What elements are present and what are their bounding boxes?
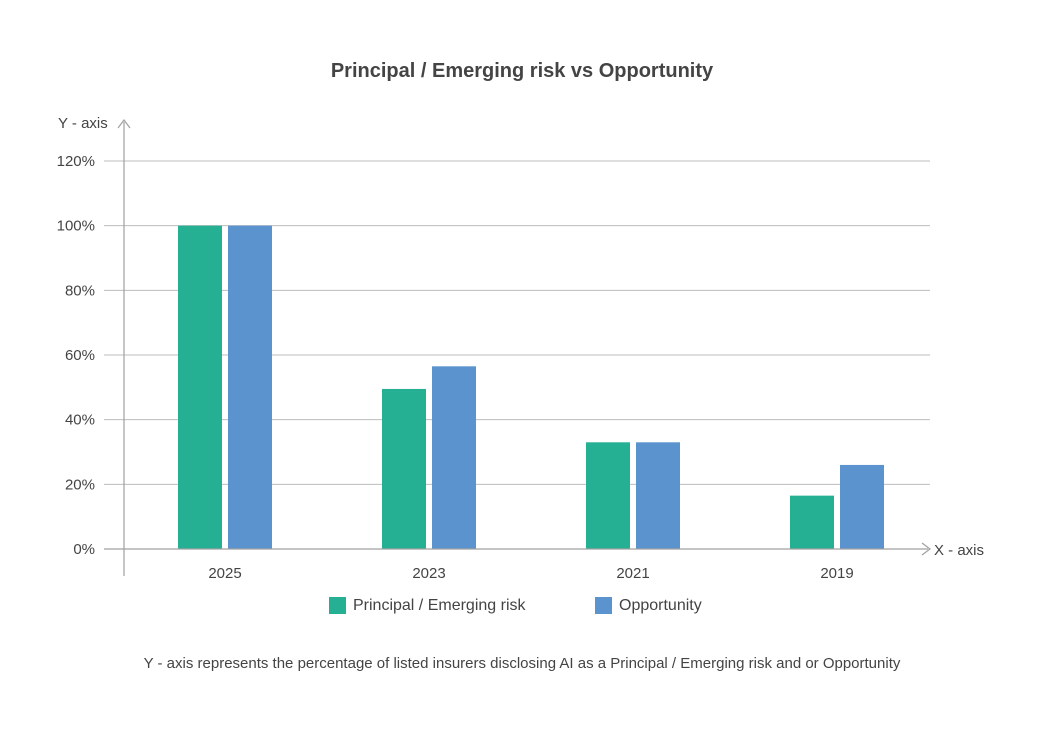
bar-principal-2019	[790, 495, 834, 549]
bar-principal-2021	[586, 442, 630, 549]
bar-opportunity-2021	[636, 442, 680, 549]
bar-principal-2025	[178, 225, 222, 549]
chart-title: Principal / Emerging risk vs Opportunity	[331, 60, 714, 82]
y-tick-label: 0%	[73, 541, 95, 558]
chart-footnote: Y - axis represents the percentage of li…	[144, 655, 901, 672]
x-tick-label: 2021	[616, 565, 649, 582]
y-axis-label: Y - axis	[58, 115, 108, 132]
bars	[178, 225, 884, 549]
bar-opportunity-2025	[228, 225, 272, 549]
y-tick-label: 120%	[57, 153, 95, 170]
legend-swatch-opportunity	[595, 597, 612, 614]
legend-label-principal: Principal / Emerging risk	[353, 597, 527, 614]
y-tick-label: 40%	[65, 412, 95, 429]
y-tick-label: 20%	[65, 476, 95, 493]
legend-swatch-principal	[329, 597, 346, 614]
y-axis-arrow-icon	[117, 119, 131, 129]
bar-opportunity-2019	[840, 464, 884, 549]
y-tick-label: 60%	[65, 347, 95, 364]
x-axis-label: X - axis	[934, 542, 984, 559]
bar-principal-2023	[382, 388, 426, 549]
legend-label-opportunity: Opportunity	[619, 597, 702, 614]
x-tick-label: 2019	[820, 565, 853, 582]
bar-opportunity-2023	[432, 366, 476, 549]
x-tick-labels: 2025 2023 2021 2019	[208, 565, 853, 582]
grid-lines	[104, 160, 930, 485]
x-tick-label: 2023	[412, 565, 445, 582]
legend: Principal / Emerging risk Opportunity	[329, 597, 702, 614]
x-tick-label: 2025	[208, 565, 241, 582]
y-tick-label: 100%	[57, 218, 95, 235]
y-tick-labels: 0% 20% 40% 60% 80% 100% 120%	[57, 153, 95, 558]
y-tick-label: 80%	[65, 282, 95, 299]
x-axis-arrow-icon	[921, 542, 931, 556]
